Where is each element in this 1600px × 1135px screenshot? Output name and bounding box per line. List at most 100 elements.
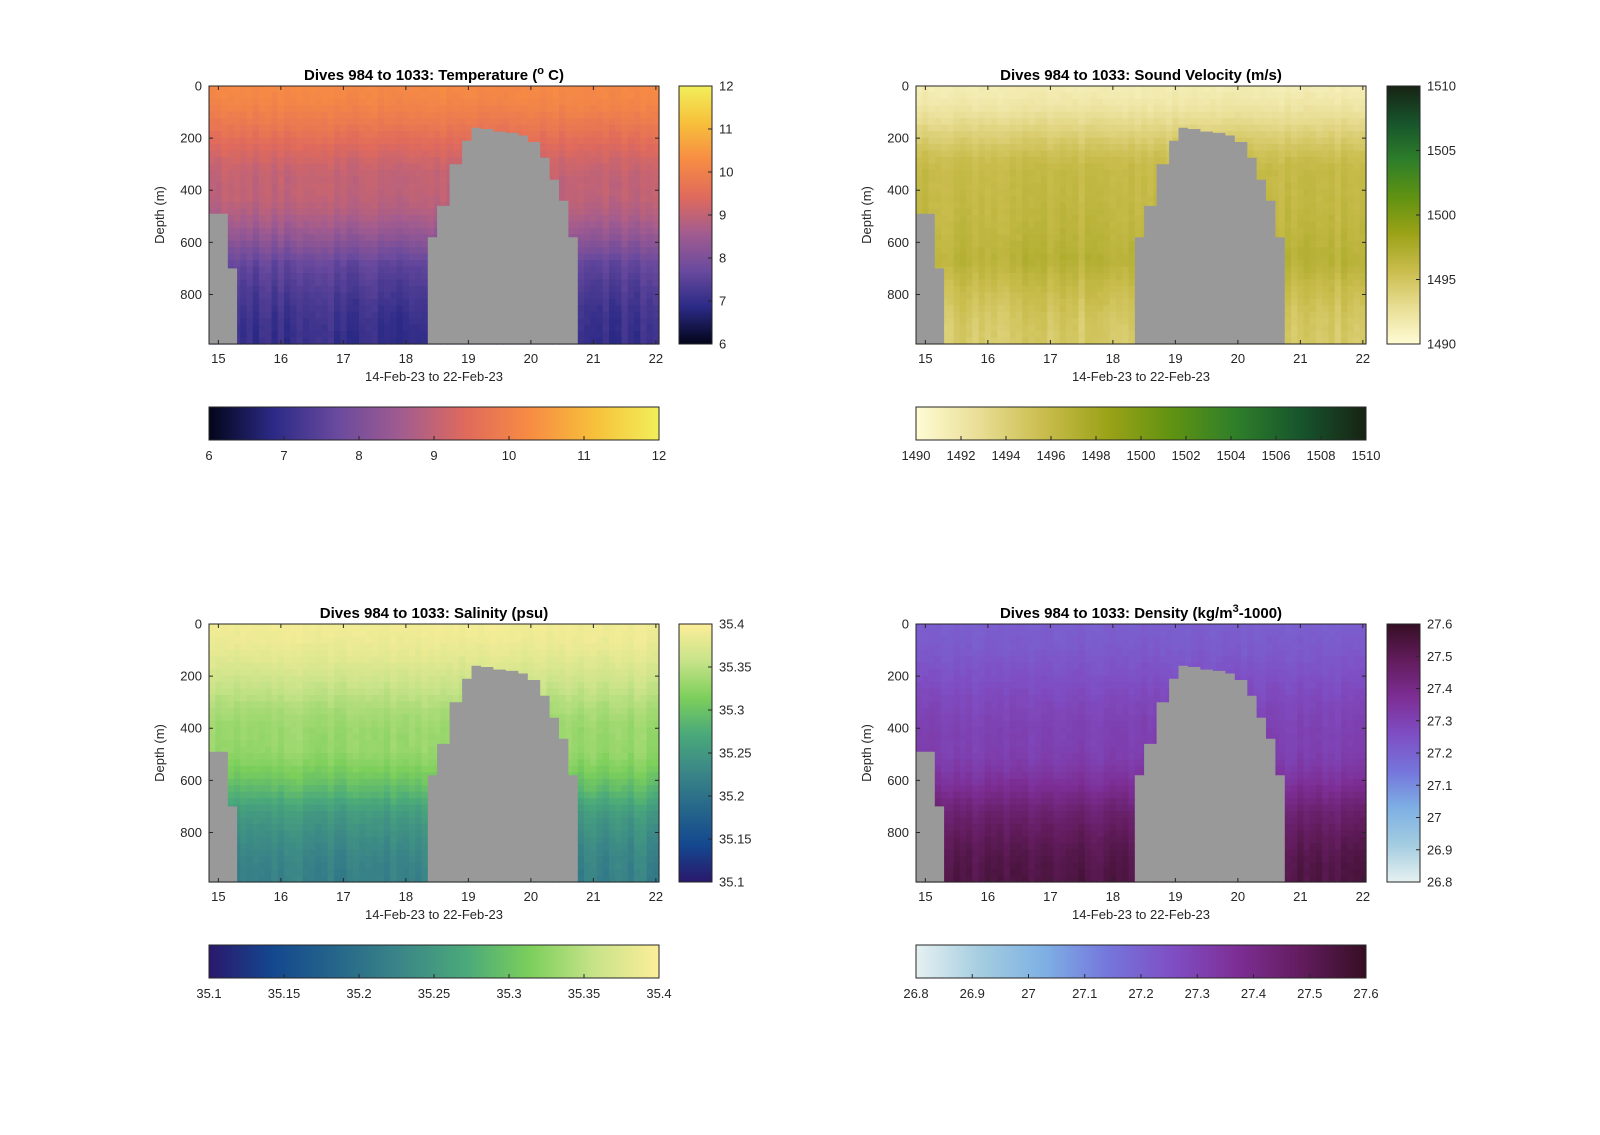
heatmap-cell: [941, 247, 948, 255]
heatmap-cell: [271, 98, 279, 106]
heatmap-cell: [284, 189, 291, 197]
heatmap-cell: [315, 111, 323, 119]
heatmap-cell: [296, 260, 304, 268]
heatmap-cell: [1022, 182, 1030, 190]
heatmap-cell: [1128, 176, 1136, 184]
heatmap-cell: [346, 124, 354, 132]
heatmap-cell: [396, 337, 404, 345]
heatmap-cell: [334, 118, 341, 126]
heatmap-cell: [1059, 247, 1067, 255]
heatmap-cell: [609, 156, 616, 164]
heatmap-cell: [1097, 337, 1105, 345]
heatmap-cell: [296, 98, 304, 106]
heatmap-cell: [265, 234, 273, 242]
heatmap-cell: [916, 169, 923, 177]
heatmap-cell: [1066, 221, 1073, 229]
heatmap-cell: [240, 182, 248, 190]
heatmap-cell: [565, 169, 573, 177]
heatmap-cell: [246, 285, 254, 293]
heatmap-cell: [384, 260, 391, 268]
heatmap-cell: [959, 331, 967, 339]
heatmap-cell: [1016, 227, 1023, 235]
heatmap-cell: [1009, 331, 1017, 339]
heatmap-cell: [296, 253, 304, 261]
heatmap-cell: [309, 144, 316, 152]
heatmap-cell: [984, 124, 992, 132]
heatmap-cell: [584, 305, 591, 313]
heatmap-cell: [234, 266, 241, 274]
heatmap-cell: [1022, 292, 1030, 300]
heatmap-cell: [359, 182, 366, 190]
heatmap-cell: [209, 150, 216, 158]
heatmap-cell: [1166, 98, 1173, 106]
heatmap-cell: [296, 285, 304, 293]
heatmap-cell: [365, 98, 373, 106]
heatmap-cell: [284, 144, 291, 152]
heatmap-cell: [1003, 234, 1011, 242]
heatmap-cell: [446, 144, 454, 152]
heatmap-cell: [302, 221, 310, 229]
heatmap-cell: [953, 298, 961, 306]
heatmap-cell: [947, 247, 955, 255]
heatmap-cell: [315, 331, 323, 339]
heatmap-cell: [477, 98, 485, 106]
heatmap-cell: [966, 318, 973, 326]
heatmap-cell: [484, 118, 491, 126]
heatmap-cell: [246, 156, 254, 164]
heatmap-cell: [434, 195, 441, 203]
heatmap-cell: [1016, 169, 1023, 177]
heatmap-cell: [997, 176, 1005, 184]
heatmap-cell: [390, 189, 398, 197]
heatmap-cell: [259, 234, 266, 242]
heatmap-cell: [377, 260, 385, 268]
heatmap-cell: [552, 105, 560, 113]
heatmap-cell: [559, 118, 566, 126]
heatmap-cell: [446, 86, 454, 94]
heatmap-cell: [972, 318, 980, 326]
heatmap-cell: [240, 266, 248, 274]
heatmap-cell: [371, 285, 379, 293]
heatmap-cell: [396, 92, 404, 100]
colorbar-tick-label: 9: [719, 208, 726, 223]
heatmap-cell: [1078, 195, 1086, 203]
heatmap-cell: [947, 131, 955, 139]
heatmap-cell: [1016, 176, 1023, 184]
heatmap-cell: [377, 98, 385, 106]
heatmap-cell: [602, 189, 610, 197]
heatmap-cell: [334, 337, 341, 345]
y-tick-label: 400: [180, 183, 202, 198]
heatmap-cell: [402, 144, 410, 152]
heatmap-cell: [1034, 253, 1042, 261]
heatmap-cell: [928, 137, 936, 145]
heatmap-cell: [340, 98, 348, 106]
heatmap-cell: [1097, 105, 1105, 113]
heatmap-cell: [259, 131, 266, 139]
heatmap-cell: [941, 163, 948, 171]
heatmap-cell: [646, 182, 654, 190]
heatmap-cell: [440, 105, 448, 113]
heatmap-cell: [1022, 124, 1030, 132]
heatmap-cell: [271, 227, 279, 235]
heatmap-cell: [277, 137, 285, 145]
heatmap-cell: [1009, 137, 1017, 145]
heatmap-cell: [427, 189, 435, 197]
heatmap-cell: [377, 86, 385, 94]
heatmap-cell: [396, 292, 404, 300]
heatmap-cell: [265, 279, 273, 287]
heatmap-cell: [1078, 150, 1086, 158]
heatmap-cell: [1103, 234, 1111, 242]
heatmap-cell: [640, 273, 648, 281]
heatmap-cell: [590, 318, 598, 326]
heatmap-cell: [991, 182, 998, 190]
heatmap-cell: [1016, 124, 1023, 132]
heatmap-cell: [916, 150, 923, 158]
heatmap-cell: [396, 260, 404, 268]
heatmap-cell: [1091, 305, 1098, 313]
heatmap-cell: [602, 131, 610, 139]
heatmap-cell: [1134, 111, 1142, 119]
heatmap-cell: [941, 144, 948, 152]
heatmap-cell: [1028, 208, 1036, 216]
heatmap-cell: [365, 163, 373, 171]
heatmap-cell: [1116, 215, 1123, 223]
heatmap-cell: [941, 311, 948, 319]
